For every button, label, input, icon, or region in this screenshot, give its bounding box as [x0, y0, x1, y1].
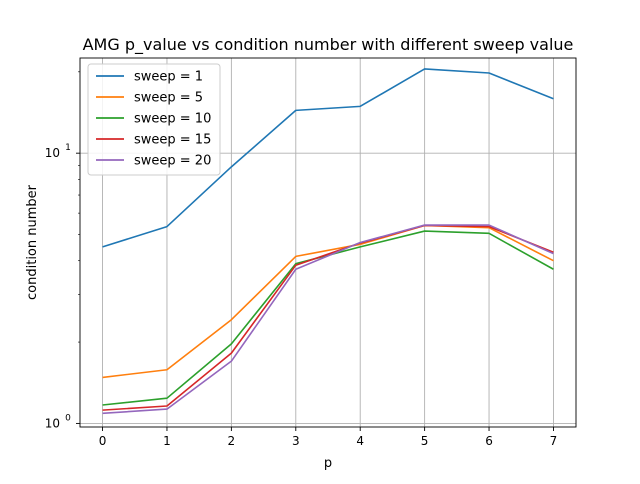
legend: sweep = 1 sweep = 5 sweep = 10 sweep = 15 sw… [87, 63, 221, 176]
legend-label: sweep = 20 [134, 154, 211, 169]
legend-label: sweep = 15 [134, 133, 211, 148]
x-tick-label: 3 [292, 434, 300, 448]
series-line-0 [102, 68, 554, 248]
y-tick-exponent: 1 [65, 143, 71, 153]
plot-frame [79, 57, 577, 428]
series-line-1 [102, 224, 554, 379]
x-tick-label: 2 [228, 434, 236, 448]
legend-box [87, 63, 221, 176]
x-tick-label: 4 [356, 434, 364, 448]
y-tick-label: 10 [45, 416, 60, 430]
series-line-3 [102, 224, 554, 411]
chart-title: AMG p_value vs condition number with dif… [83, 35, 574, 55]
x-tick-label: 7 [550, 434, 558, 448]
y-tick-label: 10 [45, 146, 60, 160]
y-tick-exponent: 0 [65, 413, 71, 423]
x-tick-label: 6 [485, 434, 493, 448]
y-axis-label: condition number [25, 184, 40, 300]
axes: 0 1 2 3 4 5 6 7 10 0 10 1 [45, 71, 558, 448]
series-lines [102, 68, 554, 415]
x-tick-label: 0 [99, 434, 107, 448]
grid [80, 58, 576, 427]
legend-label: sweep = 10 [134, 112, 211, 127]
series-line-4 [102, 224, 554, 415]
x-tick-label: 1 [163, 434, 171, 448]
legend-label: sweep = 5 [134, 91, 203, 106]
x-tick-label: 5 [421, 434, 429, 448]
x-axis-label: p [324, 456, 332, 471]
legend-label: sweep = 1 [134, 70, 203, 85]
